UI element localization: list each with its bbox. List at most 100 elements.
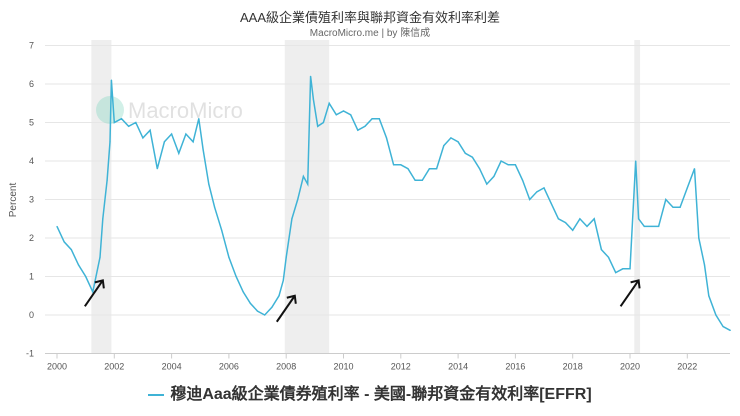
data-point bbox=[285, 256, 287, 258]
data-point bbox=[85, 275, 87, 278]
x-tick-label: 2022 bbox=[677, 362, 697, 372]
x-tick-label: 2016 bbox=[505, 362, 525, 372]
data-point bbox=[650, 225, 653, 228]
data-point bbox=[637, 218, 640, 220]
data-point bbox=[156, 168, 158, 170]
data-point bbox=[529, 198, 531, 201]
data-point bbox=[291, 218, 293, 220]
data-point bbox=[242, 291, 244, 293]
data-point bbox=[56, 225, 58, 228]
data-point bbox=[665, 198, 667, 201]
data-point bbox=[99, 256, 101, 258]
data-point bbox=[249, 302, 251, 305]
data-point bbox=[364, 125, 366, 127]
data-point bbox=[443, 145, 445, 147]
y-tick-label: 1 bbox=[29, 272, 34, 282]
data-point bbox=[92, 291, 94, 293]
data-point bbox=[77, 264, 80, 266]
data-point bbox=[271, 306, 273, 308]
annotation-arrow bbox=[275, 295, 296, 323]
data-point bbox=[686, 187, 688, 189]
x-tick-label: 2004 bbox=[162, 362, 182, 372]
data-point bbox=[70, 248, 72, 251]
data-point bbox=[400, 164, 402, 166]
x-tick-label: 2018 bbox=[563, 362, 583, 372]
annotation-arrowhead bbox=[94, 279, 105, 289]
data-point bbox=[507, 164, 509, 166]
data-point bbox=[142, 137, 144, 139]
data-point bbox=[722, 325, 724, 328]
y-tick-label: 5 bbox=[29, 118, 34, 128]
data-point bbox=[371, 118, 373, 120]
data-point bbox=[698, 237, 700, 239]
y-tick-label: -1 bbox=[26, 349, 34, 359]
data-point bbox=[120, 118, 123, 120]
data-point bbox=[278, 295, 280, 297]
data-point bbox=[235, 275, 237, 278]
data-point bbox=[658, 225, 660, 228]
data-point bbox=[192, 141, 194, 143]
data-point bbox=[572, 229, 574, 231]
data-point bbox=[149, 129, 151, 131]
data-point bbox=[703, 264, 706, 266]
data-point bbox=[312, 98, 315, 100]
data-point bbox=[110, 79, 113, 81]
data-point bbox=[643, 225, 645, 228]
data-point bbox=[185, 133, 187, 135]
data-point bbox=[708, 295, 710, 297]
data-point bbox=[328, 102, 330, 104]
annotation-arrowhead bbox=[286, 294, 297, 304]
data-point bbox=[729, 329, 731, 331]
y-tick-label: 6 bbox=[29, 79, 34, 89]
x-tick-label: 2020 bbox=[620, 362, 640, 372]
data-point bbox=[163, 141, 166, 143]
x-tick-label: 2006 bbox=[219, 362, 239, 372]
data-point bbox=[622, 268, 624, 270]
data-point bbox=[228, 256, 230, 258]
x-tick-label: 2010 bbox=[333, 362, 353, 372]
annotation-arrow bbox=[84, 279, 104, 307]
x-tick-label: 2002 bbox=[104, 362, 124, 372]
recession-band bbox=[284, 40, 330, 354]
data-point bbox=[478, 168, 481, 170]
data-point bbox=[256, 310, 259, 312]
data-point bbox=[202, 148, 204, 151]
data-point bbox=[543, 187, 545, 189]
data-point bbox=[317, 125, 319, 127]
data-point bbox=[178, 152, 180, 154]
data-point bbox=[493, 175, 495, 177]
data-point bbox=[221, 229, 223, 231]
y-tick-label: 3 bbox=[29, 195, 34, 205]
data-point bbox=[593, 218, 595, 220]
data-point bbox=[428, 168, 431, 170]
y-tick-label: 0 bbox=[29, 310, 34, 320]
data-point bbox=[693, 168, 696, 170]
data-point bbox=[342, 110, 345, 112]
data-point bbox=[302, 175, 304, 177]
watermark-logo: MacroMicro bbox=[96, 96, 243, 124]
data-point bbox=[486, 183, 488, 185]
data-point bbox=[672, 206, 674, 208]
data-point bbox=[679, 206, 681, 208]
data-point bbox=[335, 114, 337, 116]
data-point bbox=[500, 160, 502, 162]
data-point bbox=[471, 156, 474, 158]
x-tick-label: 2012 bbox=[391, 362, 411, 372]
data-point bbox=[322, 121, 325, 124]
x-tick-label: 2008 bbox=[276, 362, 296, 372]
data-point bbox=[357, 129, 359, 131]
data-point bbox=[109, 141, 111, 143]
y-tick-label: 7 bbox=[29, 41, 34, 51]
data-point bbox=[282, 279, 284, 281]
legend-swatch bbox=[148, 393, 165, 396]
data-point bbox=[600, 248, 602, 251]
data-point bbox=[536, 191, 538, 193]
data-point bbox=[436, 168, 438, 170]
data-point bbox=[450, 137, 452, 139]
legend-item[interactable]: 穆迪Aaa級企業債券殖利率 - 美國-聯邦資金有效利率[EFFR] bbox=[0, 380, 740, 404]
data-point bbox=[457, 141, 459, 143]
data-point bbox=[102, 218, 104, 220]
recession-band bbox=[91, 40, 112, 354]
